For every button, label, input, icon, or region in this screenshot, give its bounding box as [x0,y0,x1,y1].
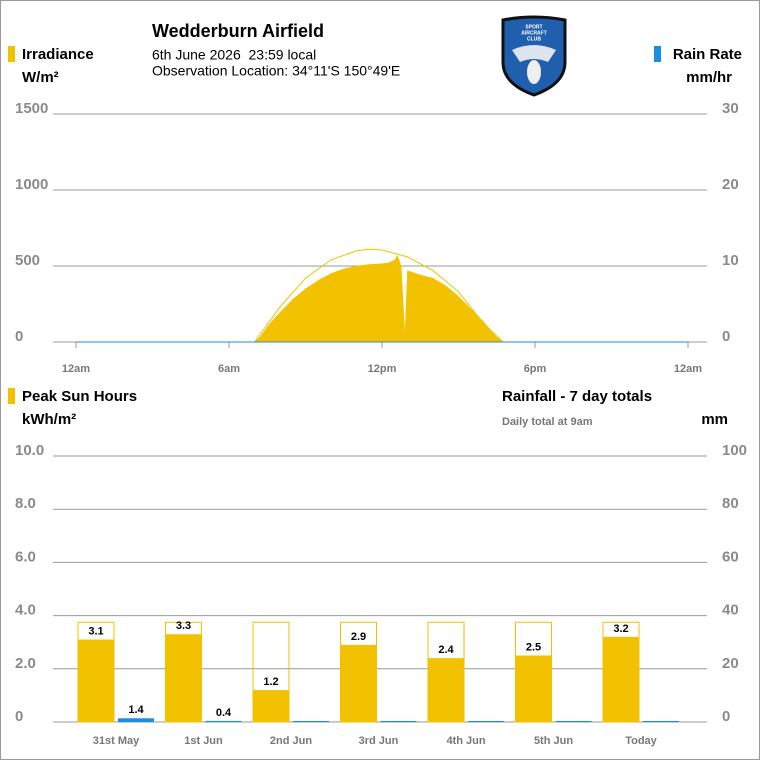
title: Wedderburn Airfield [152,21,324,41]
y-tick-label: 1500 [15,100,48,117]
sun-hours-bar [78,639,114,722]
value-label: 3.1 [88,625,103,637]
y-tick-label: 4.0 [15,602,36,619]
x-tick-label: 31st May [93,735,140,747]
y2-tick-label: 0 [722,708,730,725]
logo: SPORT AIRCRAFT CLUB [501,15,567,97]
rainfall-bar [118,718,154,722]
value-label: 2.9 [351,631,366,643]
rainfall-bar [468,721,504,722]
y2-tick-label: 30 [722,100,739,117]
y2-tick-label: 20 [722,176,739,193]
x-tick-label: 5th Jun [534,735,573,747]
y2-axis-unit: mm [701,411,728,428]
legend-swatch [8,46,15,62]
legend-label: Rain Rate [673,46,742,63]
x-tick-label: 12pm [368,363,397,375]
x-tick-label: 12am [62,363,90,375]
legend-label: Irradiance [22,46,94,63]
legend-label: Rainfall - 7 day totals [502,388,652,405]
x-tick-label: Today [625,735,657,747]
value-label: 2.5 [526,641,541,653]
location: Observation Location: 34°11'S 150°49'E [152,63,400,79]
rainfall-bar [380,721,417,722]
y-tick-label: 10.0 [15,442,44,459]
x-tick-label: 4th Jun [446,735,485,747]
rainfall-bar [293,721,329,722]
logo-text: AIRCRAFT [521,30,547,36]
y-tick-label: 0 [15,328,23,345]
logo-text: SPORT [525,24,542,30]
sun-hours-bar [603,636,639,722]
y-tick-label: 8.0 [15,495,36,512]
legend-label: Peak Sun Hours [22,388,137,405]
x-tick-label: 6am [218,363,240,375]
x-tick-label: 2nd Jun [270,735,312,747]
x-tick-label: 12am [674,363,702,375]
rainfall-bar [555,721,592,722]
y-axis-unit: W/m² [22,69,59,86]
y-tick-label: 500 [15,252,40,269]
y2-tick-label: 100 [722,442,747,459]
rainfall-bar [643,721,679,722]
y-tick-label: 6.0 [15,548,36,565]
sun-hours-bar [340,644,377,722]
y-axis-unit: kWh/m² [22,411,76,428]
x-tick-label: 1st Jun [184,735,223,747]
value-label: 3.2 [613,623,628,635]
logo-text: CLUB [527,36,541,42]
y2-tick-label: 0 [722,328,730,345]
value-label: 1.2 [263,676,278,688]
datetime: 6th June 2026 23:59 local [152,47,316,63]
value-label: 0.4 [216,707,232,719]
irradiance-area [253,254,504,343]
x-tick-label: 3rd Jun [359,735,399,747]
sun-hours-bar [165,634,202,722]
y-tick-label: 1000 [15,176,48,193]
subtitle: Daily total at 9am [502,416,593,428]
clear-sky-line [254,248,504,343]
y2-tick-label: 80 [722,495,739,512]
legend-swatch [654,46,661,62]
y2-tick-label: 20 [722,655,739,672]
rainfall-bar [205,720,242,722]
sun-hours-bar [253,690,289,722]
y2-tick-label: 10 [722,252,739,269]
value-label: 2.4 [438,644,454,656]
y2-tick-label: 40 [722,602,739,619]
y2-axis-unit: mm/hr [686,69,732,86]
sun-hours-bar [428,658,464,722]
value-label: 3.3 [176,620,191,632]
y-tick-label: 0 [15,708,23,725]
sun-hours-bar [515,655,552,722]
value-label: 1.4 [128,704,144,716]
x-tick-label: 6pm [524,363,547,375]
y-tick-label: 2.0 [15,655,36,672]
legend-swatch [8,388,15,404]
y2-tick-label: 60 [722,548,739,565]
